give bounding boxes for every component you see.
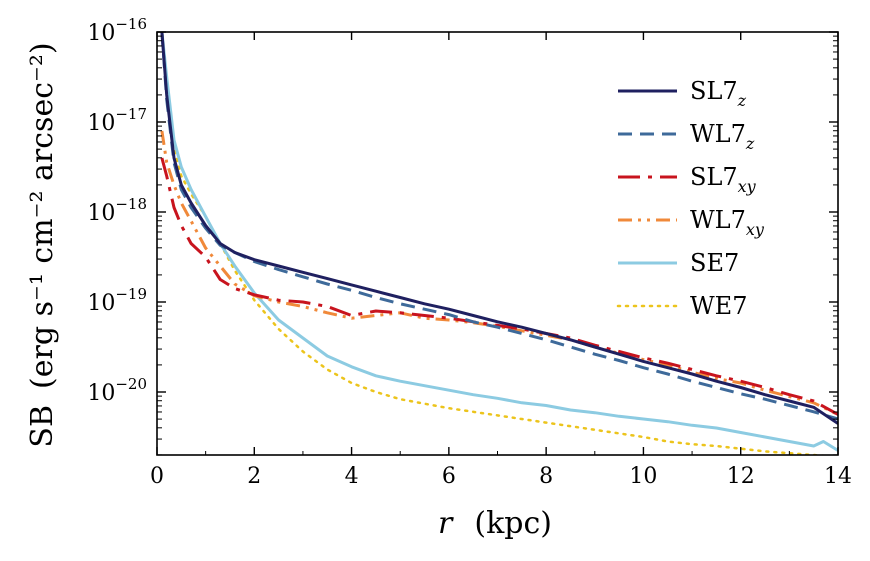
legend-label: SL7xy	[690, 163, 757, 196]
x-tick-label: 14	[824, 464, 852, 489]
x-tick-label: 12	[727, 464, 755, 489]
x-tick-label: 10	[629, 464, 657, 489]
legend-label: SE7	[690, 249, 739, 277]
series-line-sl7-z	[160, 32, 838, 425]
y-tick-label: 10−20	[87, 375, 147, 406]
plot-area	[160, 32, 838, 455]
legend-label: WL7z	[690, 120, 755, 153]
series-line-sl7-xy	[160, 157, 838, 416]
x-axis-label: r (kpc)	[438, 506, 552, 541]
series-line-wl7-z	[160, 32, 838, 421]
x-tick-label: 2	[247, 464, 261, 489]
legend-label: WE7	[690, 292, 747, 320]
x-axis-ticks: 0 2 4 6 8 10 12 14	[150, 32, 852, 489]
legend-label: SL7z	[690, 77, 747, 110]
x-tick-label: 6	[442, 464, 456, 489]
legend: SL7z WL7z SL7xy WL7xy SE7 WE7	[616, 77, 765, 320]
x-tick-label: 4	[345, 464, 359, 489]
y-tick-label: 10−17	[87, 105, 147, 136]
y-axis-label: SB(erg s⁻¹ cm⁻² arcsec⁻²)	[25, 42, 60, 447]
y-axis-ticks: 10−16 10−17 10−18 10−19 10−20	[87, 15, 838, 456]
series-line-se7	[160, 32, 838, 452]
series-line-wl7-xy	[160, 130, 838, 416]
y-tick-label: 10−16	[87, 15, 147, 46]
legend-label: WL7xy	[690, 206, 765, 239]
y-tick-label: 10−19	[87, 285, 147, 316]
y-tick-label: 10−18	[87, 195, 147, 226]
x-tick-label: 0	[150, 464, 164, 489]
plot-frame	[156, 31, 839, 456]
x-tick-label: 8	[539, 464, 553, 489]
